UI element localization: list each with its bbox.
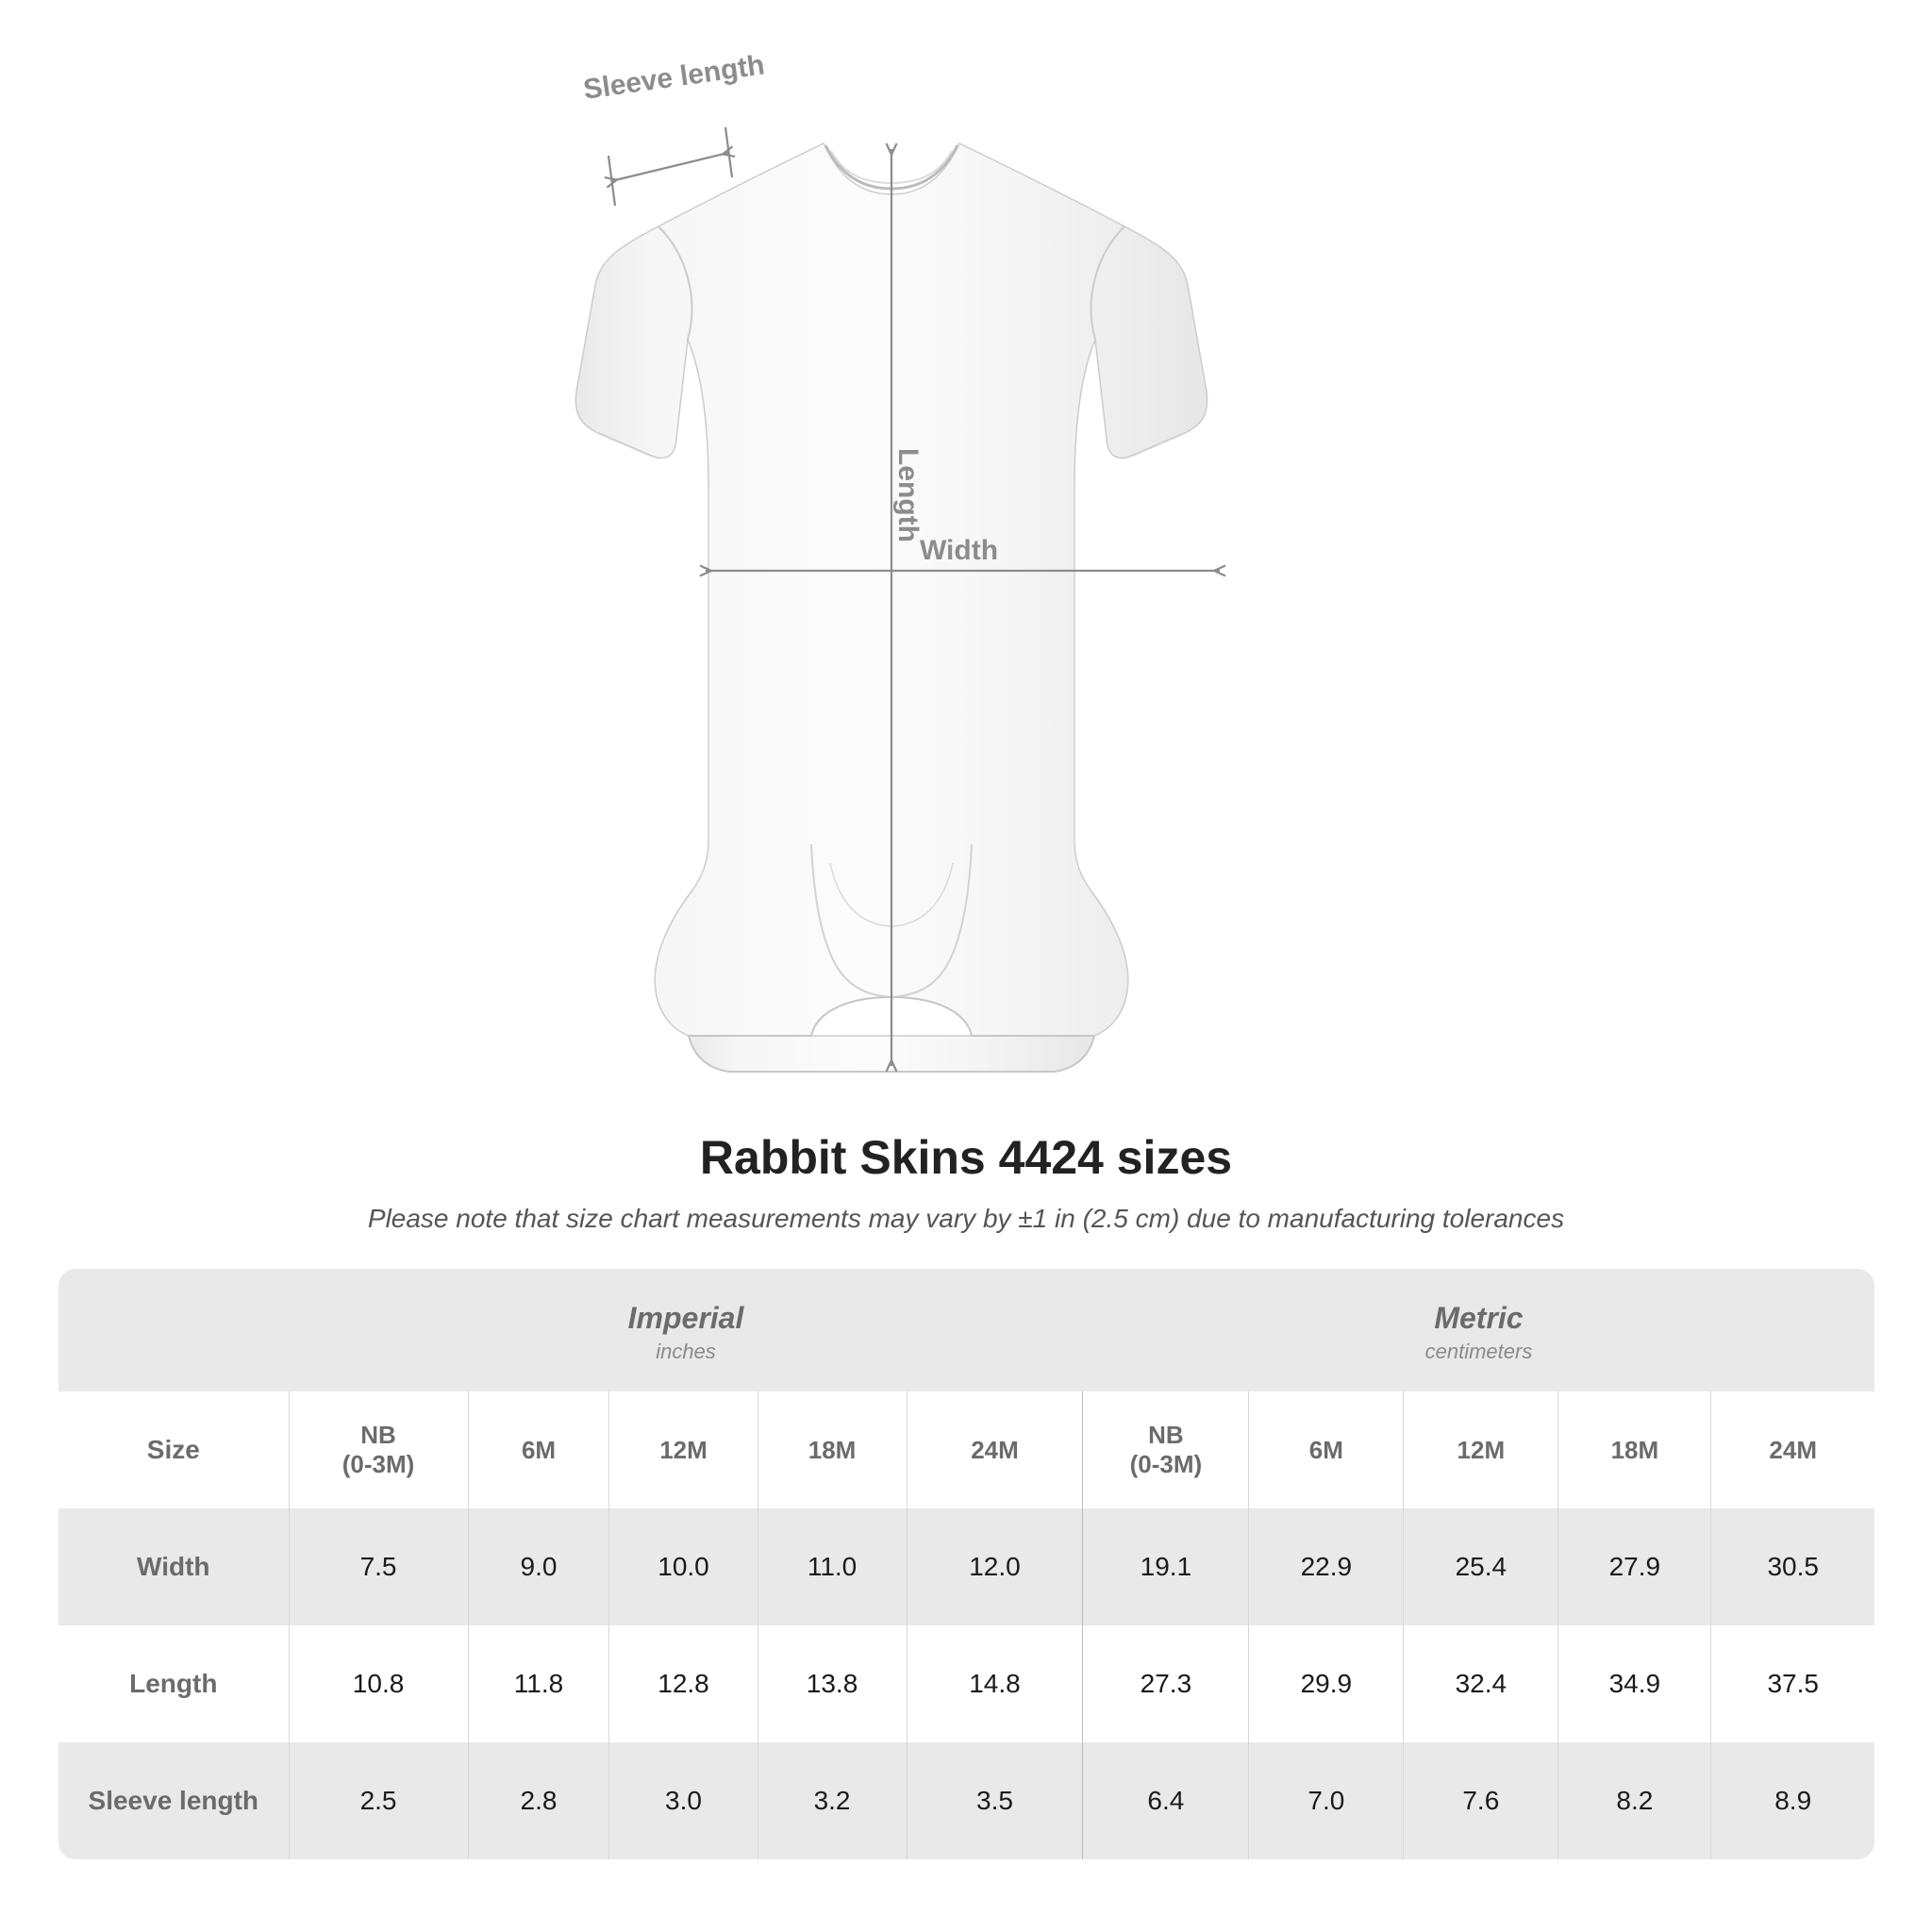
svg-text:Width: Width bbox=[920, 535, 998, 566]
svg-text:Sleeve length: Sleeve length bbox=[581, 49, 766, 106]
svg-text:Length: Length bbox=[892, 448, 924, 542]
